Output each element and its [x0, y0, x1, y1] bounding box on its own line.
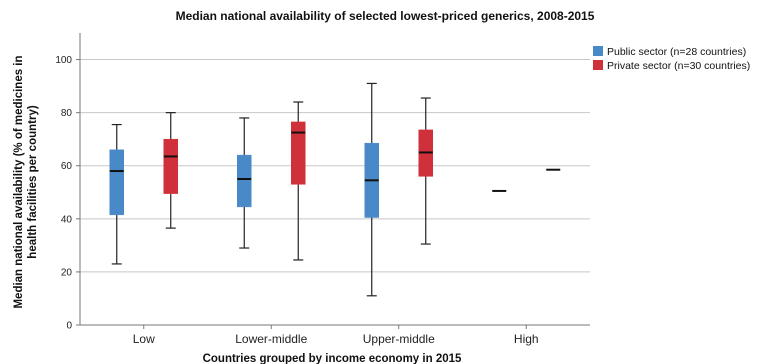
y-tick-label: 0: [66, 321, 72, 332]
x-category-label: Lower-middle: [235, 332, 307, 346]
legend-label-public: Public sector (n=28 countries): [607, 46, 746, 58]
y-tick-label: 60: [61, 161, 73, 172]
boxplot-public-2: [364, 82, 379, 297]
x-category-label: Upper-middle: [363, 332, 435, 346]
boxplot-public-1: [237, 117, 252, 249]
grid-lines: [80, 59, 590, 273]
y-tick-label: 40: [61, 214, 73, 225]
box: [163, 138, 178, 194]
legend: Public sector (n=28 countries) Private s…: [593, 46, 750, 72]
boxplot-private-0: [163, 112, 178, 229]
x-category-label: High: [514, 332, 539, 346]
y-axis-title-line-1: Median national availability (% of medic…: [13, 55, 25, 308]
box: [291, 121, 306, 185]
x-axis-title: Countries grouped by income economy in 2…: [203, 353, 462, 364]
y-tick-label: 80: [61, 108, 73, 119]
legend-swatch-private: [593, 60, 603, 70]
boxplot-private-1: [291, 101, 306, 261]
x-axis-categories: Low Lower-middle Upper-middle High: [133, 325, 539, 346]
y-tick-label: 20: [61, 267, 73, 278]
y-axis-ticks: 0 20 40 60 80 100: [55, 55, 80, 332]
y-axis-title-line-2: health facilities per country): [27, 105, 39, 259]
boxplot-public-0: [109, 123, 124, 265]
legend-label-private: Private sector (n=30 countries): [607, 60, 750, 72]
chart-title: Median national availability of selected…: [176, 9, 595, 23]
x-category-label: Low: [133, 332, 155, 346]
box: [109, 149, 124, 216]
y-tick-label: 100: [55, 55, 72, 66]
legend-swatch-public: [593, 46, 603, 56]
boxplot-private-2: [418, 97, 433, 245]
box: [237, 154, 252, 208]
plot-area: [109, 82, 561, 297]
